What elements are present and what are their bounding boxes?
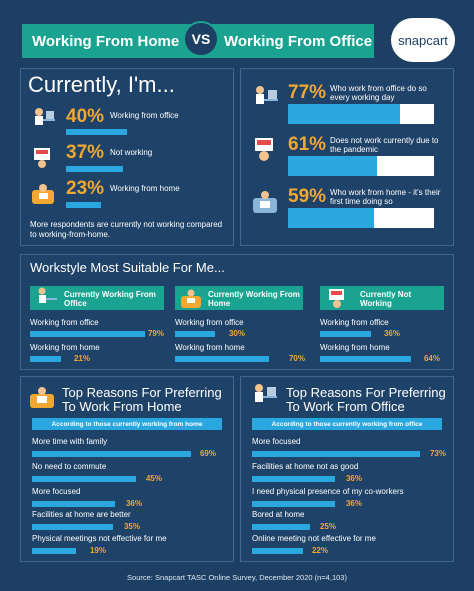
rh-row4-label: Facilities at home are better [32,510,131,519]
rh-row5-bar [32,548,76,554]
currently-bar-2 [66,166,123,172]
reasons-office-title: Top Reasons For Preferring To Work From … [286,385,446,414]
ro-row1-pct: 73% [429,449,446,458]
office-worker-icon [35,108,55,125]
stat-bar-3 [288,208,375,228]
ro-row3-label: I need physical presence of my co-worker… [252,487,404,496]
rh-row2-label: No need to commute [32,462,107,471]
currently-label-3: Working from home [110,184,180,193]
vs-badge: VS [183,21,219,57]
not-working-icon [329,289,344,308]
rh-row2-pct: 45% [145,474,162,483]
currently-label-1: Working from office [110,111,179,120]
rh-row1-bar [32,451,191,457]
reasons-office-sub: According to those currently working fro… [252,418,442,430]
rh-row4-bar [32,524,113,530]
rh-row1-pct: 69% [199,449,216,458]
ws3-row2-bar [320,356,411,362]
ro-row4-bar [252,524,310,530]
stat-label-1: Who work from office do so every working… [330,84,427,102]
ws2-row1-label: Working from office [175,318,244,327]
stat-pct-3: 59% [288,186,327,207]
workstyle-panel [20,254,454,370]
workstyle-head-home-label: Currently Working From Home [208,290,300,308]
office-worker-icon [38,287,57,303]
ro-row5-bar [252,548,303,554]
office-worker-icon [256,86,278,104]
ro-row1-label: More focused [252,437,301,446]
stat-bar-2 [288,156,378,176]
ws3-row2-label: Working from home [320,343,390,352]
ws2-row1-bar [175,331,216,337]
ro-row4-label: Bored at home [252,510,305,519]
rh-row5-pct: 19% [89,546,106,555]
rh-row2-bar [32,476,136,482]
currently-panel [20,68,234,246]
home-worker-icon [253,191,277,213]
ro-row2-label: Facilities at home not as good [252,462,359,471]
reasons-home-sub: According to those currently working fro… [32,418,222,430]
currently-pct-3: 23% [66,178,105,199]
home-worker-icon [30,387,54,408]
ws2-row2-label: Working from home [175,343,245,352]
rh-row3-bar [32,501,115,507]
ws3-row1-pct: 36% [383,329,400,338]
ro-row2-bar [252,476,335,482]
not-working-icon [34,148,50,168]
ro-row5-pct: 22% [311,546,328,555]
ws1-row2-label: Working from home [30,343,100,352]
currently-pct-1: 40% [66,106,105,127]
ro-row1-bar [252,451,420,457]
stat-label-2: Does not work currently due to the pande… [330,136,439,154]
currently-pct-2: 37% [66,142,105,163]
stat-bar-1 [288,104,401,124]
stat-pct-1: 77% [288,82,327,103]
ws1-row1-pct: 79% [147,329,164,338]
reasons-home-panel [20,376,234,562]
title-right: Working From Office [224,33,373,50]
currently-label-2: Not working [110,148,153,157]
title-left: Working From Home [32,33,180,50]
ro-row2-pct: 36% [345,474,362,483]
ws2-row2-pct: 70% [288,354,305,363]
rh-row4-pct: 35% [123,522,140,531]
currently-bar-3 [66,202,102,208]
workstyle-title: Workstyle Most Suitable For Me... [30,260,225,275]
ws1-row2-pct: 21% [73,354,90,363]
not-working-icon [255,138,273,161]
home-worker-icon [181,289,201,308]
ws3-row2-pct: 64% [423,354,440,363]
workstyle-head-notworking-label: Currently Not Working [360,290,412,308]
home-worker-icon [32,184,54,204]
ws3-row1-label: Working from office [320,318,389,327]
ro-row3-pct: 36% [345,499,362,508]
stat-label-3: Who work from home - it's their first ti… [330,188,441,206]
stat-pct-2: 61% [288,134,327,155]
source-note: Source: Snapcart TASC Online Survey, Dec… [127,573,347,582]
ro-row5-label: Online meeting not effective for me [252,534,376,543]
currently-note: More respondents are currently not worki… [30,220,223,239]
ro-row4-pct: 25% [319,522,336,531]
rh-row3-pct: 36% [125,499,142,508]
ws2-row2-bar [175,356,269,362]
rh-row1-label: More time with family [32,437,108,446]
currently-title: Currently, I'm... [28,72,175,97]
office-worker-icon [255,384,277,402]
ws2-row1-pct: 30% [228,329,245,338]
rh-row5-label: Physical meetings not effective for me [32,534,167,543]
ro-row3-bar [252,501,335,507]
rh-row3-label: More focused [32,487,81,496]
ws3-row1-bar [320,331,372,337]
ws1-row1-label: Working from office [30,318,99,327]
reasons-home-title: Top Reasons For Preferring To Work From … [62,385,222,414]
reasons-office-panel [240,376,454,562]
ws1-row1-bar [30,331,146,337]
currently-bar-1 [66,129,128,135]
ws1-row2-bar [30,356,61,362]
workstyle-head-office-label: Currently Working From Office [64,290,156,308]
snapcart-logo: snapcart [391,18,455,62]
